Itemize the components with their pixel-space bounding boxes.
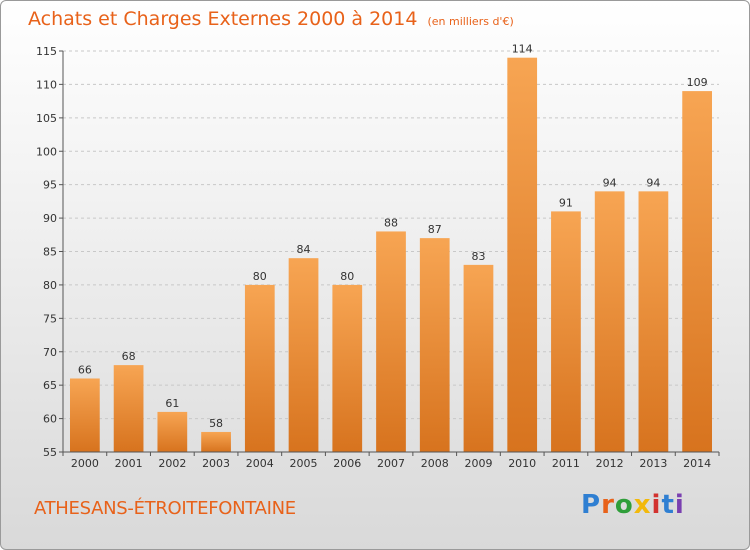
bar-value-label: 91 xyxy=(559,196,573,209)
y-tick-label: 110 xyxy=(36,78,57,91)
bar-value-label: 61 xyxy=(165,397,179,410)
x-tick-label: 2002 xyxy=(158,457,186,470)
chart-title: Achats et Charges Externes 2000 à 2014 (e… xyxy=(28,8,514,30)
bar xyxy=(113,365,144,452)
y-tick-label: 85 xyxy=(43,246,57,259)
y-tick-label: 105 xyxy=(36,112,57,125)
proxiti-logo[interactable]: Proxiti xyxy=(581,490,685,520)
bar xyxy=(376,231,406,452)
bar-value-label: 66 xyxy=(78,363,92,376)
x-tick-label: 2003 xyxy=(202,457,230,470)
x-axis: 2000 2001 2002 2003 2004 2005 2006 2007 2008 2009… xyxy=(62,451,720,470)
bar xyxy=(419,238,450,452)
bar xyxy=(551,211,581,452)
bar xyxy=(638,191,669,452)
bar-value-label: 88 xyxy=(384,216,398,229)
x-tick-label: 2005 xyxy=(290,457,318,470)
place-name: ATHESANS-ÉTROITEFONTAINE xyxy=(34,498,296,519)
x-tick-label: 2012 xyxy=(596,457,624,470)
chart-title-text: Achats et Charges Externes 2000 à 2014 xyxy=(28,8,418,30)
bar xyxy=(594,191,625,452)
bar-value-label: 114 xyxy=(512,43,533,56)
bar-value-label: 80 xyxy=(253,270,267,283)
y-tick-label: 80 xyxy=(43,279,57,292)
chart-subtitle: (en milliers d'€) xyxy=(427,15,514,28)
y-tick-label: 70 xyxy=(43,346,57,359)
x-tick-label: 2004 xyxy=(246,457,274,470)
bar-value-label: 87 xyxy=(428,223,442,236)
bar xyxy=(332,284,363,452)
y-tick-label: 65 xyxy=(43,379,57,392)
bar xyxy=(69,378,100,452)
x-tick-label: 2006 xyxy=(333,457,361,470)
y-tick-label: 90 xyxy=(43,212,57,225)
bar xyxy=(201,431,231,452)
bar xyxy=(507,57,538,452)
x-tick-label: 2009 xyxy=(464,457,492,470)
bar-value-label: 83 xyxy=(471,250,485,263)
x-tick-label: 2008 xyxy=(421,457,449,470)
x-tick-label: 2007 xyxy=(377,457,405,470)
bar xyxy=(463,264,494,452)
bar xyxy=(682,91,713,452)
x-tick-label: 2010 xyxy=(508,457,536,470)
bar xyxy=(288,258,319,452)
bar-value-label: 109 xyxy=(687,76,708,89)
y-tick-label: 100 xyxy=(36,145,57,158)
bar-value-label: 94 xyxy=(646,176,660,189)
bar-value-label: 94 xyxy=(603,176,617,189)
bar-value-label: 68 xyxy=(122,350,136,363)
y-axis: 55 60 65 70 75 80 85 90 95 100 105 110 115 xyxy=(36,45,64,459)
bars: 66 68 61 58 80 84 80 88 87 83 114 91 94 94 109 xyxy=(69,43,713,452)
x-tick-label: 2001 xyxy=(115,457,143,470)
bar-value-label: 84 xyxy=(297,243,311,256)
y-tick-label: 95 xyxy=(43,179,57,192)
bar xyxy=(244,284,275,452)
y-tick-label: 55 xyxy=(43,446,57,459)
y-tick-label: 115 xyxy=(36,45,57,58)
bar xyxy=(157,411,188,452)
y-tick-label: 75 xyxy=(43,312,57,325)
bar-value-label: 58 xyxy=(209,417,223,430)
bar-value-label: 80 xyxy=(340,270,354,283)
x-tick-label: 2013 xyxy=(639,457,667,470)
x-tick-label: 2011 xyxy=(552,457,580,470)
x-tick-label: 2000 xyxy=(71,457,99,470)
y-tick-label: 60 xyxy=(43,413,57,426)
x-tick-label: 2014 xyxy=(683,457,711,470)
